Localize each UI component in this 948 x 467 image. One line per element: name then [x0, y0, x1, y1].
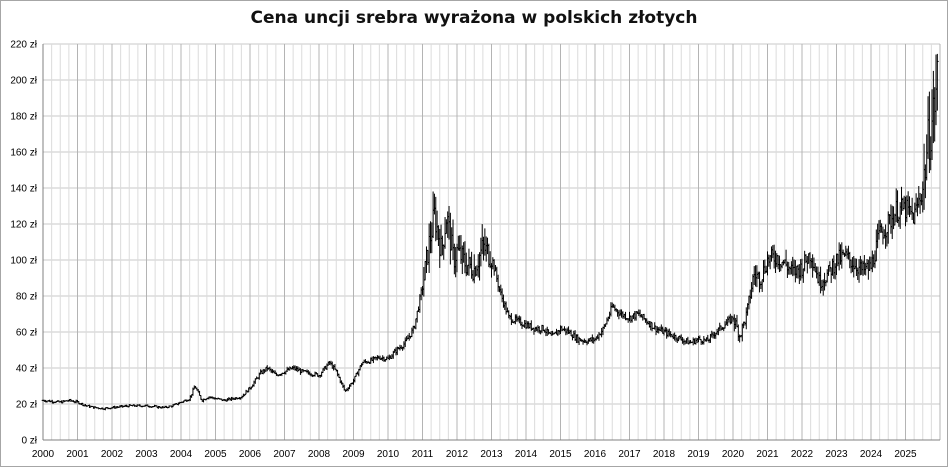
x-tick-label: 2018: [653, 449, 676, 460]
grid-lines: [42, 43, 941, 441]
x-tick-label: 2011: [412, 449, 434, 460]
y-tick-label: 140 zł: [10, 184, 37, 195]
x-tick-label: 2020: [722, 449, 745, 460]
y-tick-label: 0 zł: [21, 436, 37, 447]
price-bars: [41, 53, 939, 411]
x-tick-label: 2012: [446, 449, 469, 460]
y-tick-label: 120 zł: [10, 220, 37, 231]
axes: [42, 44, 940, 441]
x-tick-label: 2008: [308, 449, 331, 460]
chart-title: Cena uncji srebra wyrażona w polskich zł…: [250, 8, 698, 28]
x-tick-label: 2023: [825, 449, 848, 460]
y-tick-label: 220 zł: [10, 40, 37, 51]
x-tick-label: 2002: [101, 449, 124, 460]
x-tick-label: 2004: [170, 449, 193, 460]
x-tick-label: 2007: [273, 449, 296, 460]
y-tick-label: 20 zł: [16, 400, 38, 411]
x-tick-label: 2001: [66, 449, 89, 460]
x-tick-label: 2019: [687, 449, 710, 460]
y-tick-label: 180 zł: [10, 112, 37, 123]
x-tick-label: 2009: [342, 449, 365, 460]
x-tick-label: 2025: [894, 449, 917, 460]
y-tick-label: 160 zł: [10, 148, 37, 159]
x-tick-label: 2021: [756, 449, 779, 460]
x-tick-label: 2013: [480, 449, 503, 460]
y-tick-labels: 0 zł 20 zł 40 zł 60 zł 80 zł 100 zł 120 zł 140 …: [10, 40, 37, 447]
y-tick-label: 100 zł: [10, 256, 37, 267]
x-tick-label: 2006: [239, 449, 262, 460]
x-tick-labels: 2000 2001 2002 2003 2004 2005 2006 2007 2008 2009…: [32, 449, 917, 460]
x-tick-label: 2000: [32, 449, 55, 460]
y-tick-label: 80 zł: [16, 292, 38, 303]
x-tick-label: 2024: [860, 449, 883, 460]
x-tick-label: 2016: [584, 449, 607, 460]
x-tick-label: 2010: [377, 449, 400, 460]
x-tick-label: 2017: [618, 449, 641, 460]
x-tick-label: 2015: [549, 449, 572, 460]
x-tick-label: 2003: [135, 449, 158, 460]
y-tick-label: 200 zł: [10, 76, 37, 87]
x-tick-label: 2022: [791, 449, 814, 460]
x-tick-label: 2005: [204, 449, 227, 460]
y-tick-label: 60 zł: [16, 328, 38, 339]
y-tick-label: 40 zł: [16, 364, 38, 375]
x-tick-label: 2014: [515, 449, 538, 460]
